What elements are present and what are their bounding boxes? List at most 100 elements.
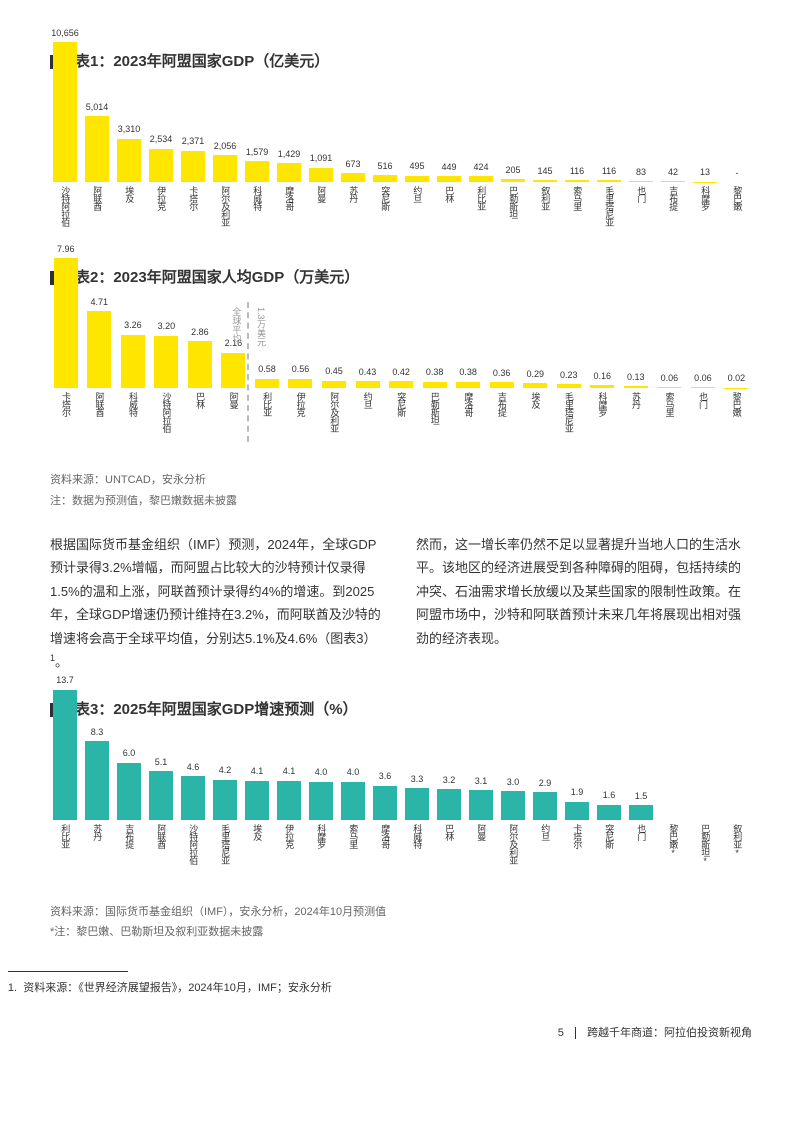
bar-value: 0.36	[493, 366, 511, 380]
bar-label: 巴勒斯坦	[506, 186, 520, 246]
bar-item: 0.43 约旦	[352, 365, 384, 452]
bar-label: 利比亚	[58, 824, 72, 884]
bar-value: 3.26	[124, 318, 142, 332]
bar-item: 叙利亚*	[722, 818, 752, 884]
bar-value: 3.0	[507, 775, 520, 789]
chart2-note: 注：数据为预测值，黎巴嫩数据未披露	[50, 493, 752, 510]
bar	[309, 782, 333, 820]
bar-label: 巴林	[193, 392, 207, 452]
bar-label: 摩洛哥	[461, 392, 475, 452]
bar-item: 42吉布提	[658, 165, 688, 246]
bar-label: 埃及	[250, 824, 264, 884]
bar-item: 2.86巴林	[184, 325, 216, 452]
bar	[373, 175, 397, 182]
chart3: 13.7利比亚8.3苏丹6.0吉布提5.1阿联酋4.6沙特阿拉伯4.2毛里塔尼亚…	[50, 734, 752, 884]
bar-item: 4.1伊拉克	[274, 764, 304, 883]
bar-label: 阿曼	[226, 392, 240, 452]
bar	[523, 383, 547, 388]
bar-item: 3.20沙特阿拉伯	[151, 319, 183, 452]
bar-label: 科威特	[410, 824, 424, 884]
chart1-title: 图表1：2023年阿盟国家GDP（亿美元）	[50, 50, 752, 74]
bar-label: 叙利亚*	[730, 824, 744, 884]
bar-label: 突尼斯	[378, 186, 392, 246]
bar-label: 科摩罗	[314, 824, 328, 884]
bar-item: 4.0索马里	[338, 765, 368, 883]
bar-label: 约旦	[538, 824, 552, 884]
bar-item: 0.06 也门	[687, 371, 719, 452]
reference-divider	[8, 971, 128, 972]
bar	[87, 311, 111, 388]
bar	[188, 341, 212, 388]
bar-label: 埃及	[528, 392, 542, 452]
bar-value: 13.7	[56, 673, 74, 687]
bar-value: 0.06	[694, 371, 712, 385]
bar-value: 4.2	[219, 763, 232, 777]
bar-value: 0.13	[627, 370, 645, 384]
bar-item: 0.29埃及	[519, 367, 551, 452]
bar	[565, 180, 589, 182]
bar	[213, 155, 237, 182]
bar-label: 巴林	[442, 186, 456, 246]
bar-label: 卡塔尔	[570, 824, 584, 884]
bar-item: 1,091阿曼	[306, 151, 336, 246]
bar-item: 0.58利比亚	[251, 362, 283, 452]
bar-label: 阿曼	[314, 186, 328, 246]
chart2: 7.96卡塔尔4.71阿联酋3.26科威特3.20沙特阿拉伯2.86巴林2.16…	[50, 302, 752, 452]
bar-label: 巴林	[442, 824, 456, 884]
bar-item: 3,310埃及	[114, 122, 144, 246]
bar-label: 吉布提	[494, 392, 508, 452]
bar-item: 8.3苏丹	[82, 725, 112, 884]
bar-label: 也门	[696, 392, 710, 452]
bar-item: 0.56伊拉克	[285, 362, 317, 452]
bar	[469, 790, 493, 819]
bar	[533, 180, 557, 182]
bar-value: 83	[636, 165, 646, 179]
avg-label-left: 全球平均	[229, 307, 243, 343]
bar-item: 3.2巴林	[434, 773, 464, 884]
bar	[309, 168, 333, 182]
bar-value: 116	[602, 164, 616, 178]
bar-item: 516突尼斯	[370, 159, 400, 246]
bar-item: 0.42突尼斯	[385, 365, 417, 452]
bar-item: 83也门	[626, 165, 656, 246]
bar-item: 7.96卡塔尔	[50, 242, 82, 452]
bar-label: 摩洛哥	[378, 824, 392, 884]
bar	[356, 381, 380, 388]
bar-value: 42	[668, 165, 678, 179]
bar	[245, 161, 269, 182]
bar-value: 4.6	[187, 760, 200, 774]
bar-label: 索马里	[570, 186, 584, 246]
bar	[341, 173, 365, 182]
chart3-note: *注：黎巴嫩、巴勒斯坦及叙利亚数据未披露	[50, 924, 752, 941]
bar	[423, 382, 447, 388]
bar-value: 13	[700, 165, 710, 179]
bar-label: 埃及	[122, 186, 136, 246]
bar-value: 0.45	[325, 364, 343, 378]
bar-value: 0.56	[292, 362, 310, 376]
bar-item: 5,014阿联酋	[82, 100, 112, 246]
bar-item: 1.5也门	[626, 789, 656, 884]
page-footer: 5 跨越千年商道：阿拉伯投资新视角	[50, 1025, 752, 1043]
bar-label: 伊拉克	[282, 824, 296, 884]
bar-value: 5.1	[155, 755, 168, 769]
bar	[565, 802, 589, 820]
bar	[181, 776, 205, 820]
bar-label: 叙利亚	[538, 186, 552, 246]
bar	[405, 176, 429, 183]
bar-item: 495约旦	[402, 159, 432, 246]
bar-item: 449巴林	[434, 160, 464, 246]
bar-value: 1.6	[603, 788, 616, 802]
bar-item: 6.0 吉布提	[114, 746, 144, 883]
bar	[661, 181, 685, 182]
bar-value: 6.0	[123, 746, 136, 760]
bar-value: 673	[345, 157, 360, 171]
bar-label: 伊拉克	[154, 186, 168, 246]
bar-label: 阿尔及利亚	[327, 392, 341, 452]
bar-value: 116	[570, 164, 584, 178]
bar-label: 约旦	[360, 392, 374, 452]
bar-value: 3.1	[475, 774, 488, 788]
bar-value: 0.43	[359, 365, 377, 379]
bar-label: 毛里塔尼亚	[602, 186, 616, 246]
bar-label: 吉布提	[122, 824, 136, 884]
bar	[657, 387, 681, 388]
